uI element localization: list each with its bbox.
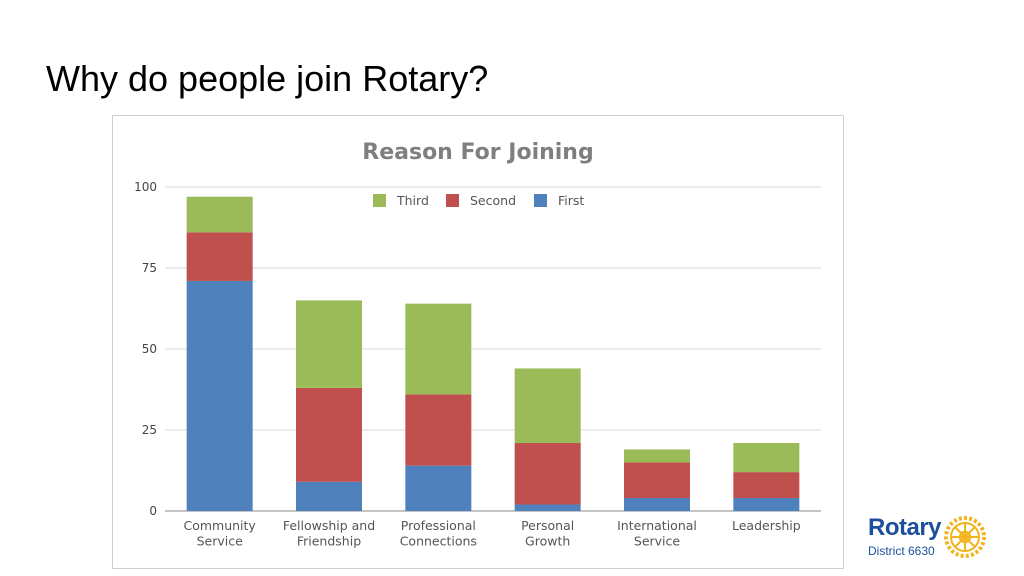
y-tick-label: 50 xyxy=(142,342,157,356)
legend-label-second: Second xyxy=(470,193,516,208)
bar-segment-first xyxy=(514,504,581,511)
bar-segment-second xyxy=(733,472,800,499)
legend-swatch-second xyxy=(446,194,459,207)
x-category-label: Friendship xyxy=(297,534,361,549)
legend-swatch-first xyxy=(534,194,547,207)
x-category-label: Service xyxy=(197,534,244,549)
chart-panel: Reason For Joining 0 25 50 75 100 Community Ser… xyxy=(112,115,844,569)
legend-label-third: Third xyxy=(396,193,429,208)
bar-segment-third xyxy=(733,442,800,473)
x-category-label: Community xyxy=(183,518,256,533)
legend-swatch-third xyxy=(373,194,386,207)
x-category-label: Personal xyxy=(521,518,574,533)
rotary-logo: Rotary District 6630 xyxy=(862,512,992,566)
chart-title: Reason For Joining xyxy=(362,140,593,165)
bar-segment-second xyxy=(296,387,362,482)
logo-wordmark: Rotary xyxy=(868,514,942,541)
x-category-label: Growth xyxy=(525,534,570,549)
bar-segment-third xyxy=(186,196,253,233)
bar-segment-third xyxy=(624,449,690,463)
bar-segment-second xyxy=(514,442,581,505)
x-category-label: Fellowship and xyxy=(283,518,375,533)
x-category-label: International xyxy=(617,518,697,533)
bar-segment-second xyxy=(186,232,253,281)
bar-segment-first xyxy=(186,280,253,511)
bar-segment-first xyxy=(296,481,362,511)
bar-segment-third xyxy=(405,303,472,395)
legend-label-first: First xyxy=(558,193,584,208)
bar-segment-first xyxy=(405,465,472,511)
y-tick-label: 0 xyxy=(149,504,157,518)
bar-segment-third xyxy=(514,368,581,443)
y-tick-label: 25 xyxy=(142,423,157,437)
x-category-label: Professional xyxy=(401,518,476,533)
bar-segment-first xyxy=(624,498,690,511)
x-category-label: Connections xyxy=(400,534,477,549)
page-title: Why do people join Rotary? xyxy=(46,58,489,99)
rotary-wheel-icon xyxy=(944,516,986,558)
bar-segment-second xyxy=(624,462,690,499)
bar-segment-second xyxy=(405,394,472,466)
y-tick-label: 75 xyxy=(142,261,157,275)
stacked-bar-chart: Reason For Joining0255075100CommunitySer… xyxy=(134,140,821,549)
x-category-label: Service xyxy=(634,534,681,549)
bar-segment-first xyxy=(733,498,800,511)
y-tick-label: 100 xyxy=(134,180,157,194)
logo-subtitle: District 6630 xyxy=(868,544,935,558)
x-category-label: Leadership xyxy=(732,518,801,533)
bar-segment-third xyxy=(296,300,362,388)
